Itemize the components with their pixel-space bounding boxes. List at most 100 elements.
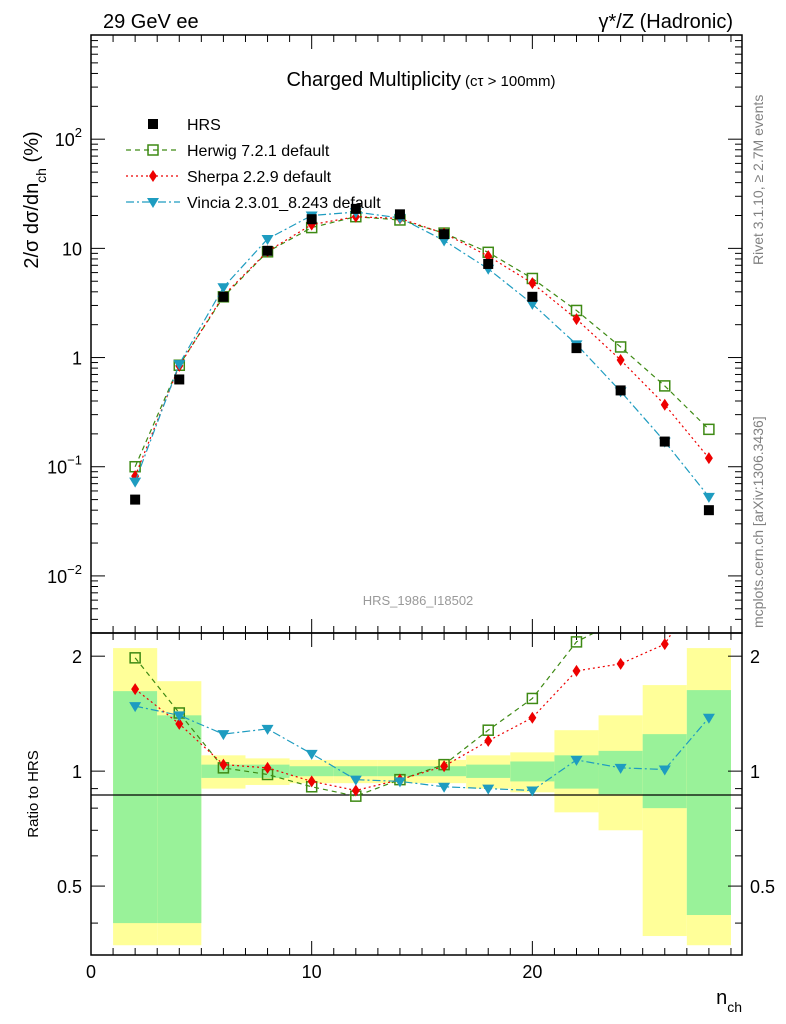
header-process: γ*/Z (Hadronic) — [599, 11, 733, 33]
ratio-point — [305, 749, 318, 760]
chart-title: Charged Multiplicity — [286, 69, 461, 91]
series-line — [134, 216, 710, 467]
series-line — [134, 211, 710, 498]
ratio-axis-label: Ratio to HRS — [25, 750, 42, 838]
ratio-point — [217, 730, 230, 741]
ratio-line — [134, 633, 673, 792]
ratio-point — [261, 724, 274, 735]
ratio-point — [705, 567, 713, 579]
ratio-point — [173, 711, 186, 722]
ratio-tick-label: 0.5 — [750, 877, 775, 897]
ratio-point — [526, 692, 539, 705]
analysis-id: HRS_1986_I18502 — [363, 593, 474, 608]
y-tick-label: 10 — [62, 239, 82, 259]
y-tick-label: 102 — [55, 125, 82, 150]
ratio-band-inner — [113, 691, 158, 924]
series-point — [702, 492, 715, 503]
ratio-point — [219, 758, 228, 771]
data-point — [527, 291, 538, 302]
ratio-point — [570, 755, 583, 766]
ratio-point — [482, 724, 494, 736]
legend: HRS Herwig 7.2.1 default Sherpa 2.2.9 defa… — [126, 117, 381, 212]
ratio-panel: 0 10 20 0.5 0.5 1 1 2 2 — [57, 567, 775, 982]
ratio-point — [351, 784, 360, 797]
series-point — [572, 313, 581, 326]
y-axis-label: 2/σ dσ/dnch (%) — [21, 131, 49, 268]
ratio-point — [616, 614, 626, 624]
data-point — [615, 385, 626, 396]
ratio-point — [528, 711, 537, 724]
ratio-point — [440, 760, 449, 773]
rivet-label: Rivet 3.1.10, ≥ 2.7M events — [750, 95, 766, 265]
chart-title-note: (cτ > 100mm) — [465, 73, 556, 90]
series-point — [704, 452, 713, 465]
data-point — [439, 229, 450, 240]
series-point — [616, 353, 625, 366]
data-point — [483, 258, 494, 269]
series-point — [703, 423, 715, 436]
ratio-point — [614, 763, 627, 774]
ratio-point — [702, 713, 715, 724]
ratio-point — [658, 765, 671, 776]
data-point — [659, 436, 670, 447]
series-point — [660, 398, 669, 411]
series-point — [261, 234, 274, 245]
ratio-point — [393, 777, 406, 788]
ratio-point — [307, 775, 316, 788]
ratio-point — [660, 573, 670, 583]
ratio-point — [175, 717, 184, 730]
series-point — [217, 283, 230, 294]
data-point — [174, 374, 185, 385]
ratio-point — [616, 657, 625, 670]
y-tick-label: 10−2 — [47, 562, 82, 587]
x-tick-label: 10 — [302, 962, 322, 982]
data-point — [703, 505, 714, 516]
ratio-tick-label: 1 — [72, 762, 82, 782]
series-point — [129, 477, 142, 488]
legend-label: HRS — [187, 117, 221, 134]
series-point — [173, 360, 186, 371]
legend-label: Herwig 7.2.1 default — [187, 143, 330, 160]
ratio-band-inner — [333, 766, 378, 777]
series-point — [614, 341, 627, 353]
legend-label: Sherpa 2.2.9 default — [187, 169, 332, 186]
y-tick-label: 1 — [72, 349, 82, 369]
ratio-point — [660, 638, 669, 651]
ratio-point — [572, 664, 581, 677]
x-tick-label: 0 — [86, 962, 96, 982]
legend-marker — [147, 198, 159, 208]
data-point — [262, 245, 273, 256]
legend-marker — [149, 170, 157, 182]
ratio-line — [135, 705, 710, 792]
series-point — [528, 277, 537, 290]
header-energy: 29 GeV ee — [103, 11, 199, 33]
ratio-point — [526, 786, 539, 797]
ratio-band-inner — [466, 764, 511, 778]
ratio-tick-label: 1 — [750, 762, 760, 782]
ratio-point — [438, 782, 451, 793]
data-point — [350, 203, 361, 214]
data-point — [571, 343, 582, 354]
main-panel: 10−2 10−1 1 10 102 — [47, 34, 743, 634]
ratio-point — [263, 761, 272, 774]
ratio-tick-label: 2 — [72, 647, 82, 667]
y-tick-label: 10−1 — [47, 453, 82, 478]
ratio-plot-frame — [90, 632, 743, 956]
legend-marker — [148, 119, 158, 129]
ratio-point — [129, 652, 141, 664]
ratio-band-inner — [377, 766, 423, 777]
ratio-tick-label: 2 — [750, 647, 760, 667]
data-point — [130, 494, 141, 505]
ratio-band-inner — [510, 761, 555, 782]
ratio-line — [134, 633, 596, 797]
ratio-band-inner — [686, 690, 731, 916]
ratio-point — [482, 784, 495, 795]
ratio-band-inner — [289, 766, 334, 777]
ratio-point — [484, 734, 493, 747]
legend-marker — [147, 144, 159, 156]
series-point — [526, 299, 539, 310]
ratio-band-outer — [642, 685, 687, 937]
data-point — [306, 214, 317, 225]
series-point — [659, 380, 671, 392]
